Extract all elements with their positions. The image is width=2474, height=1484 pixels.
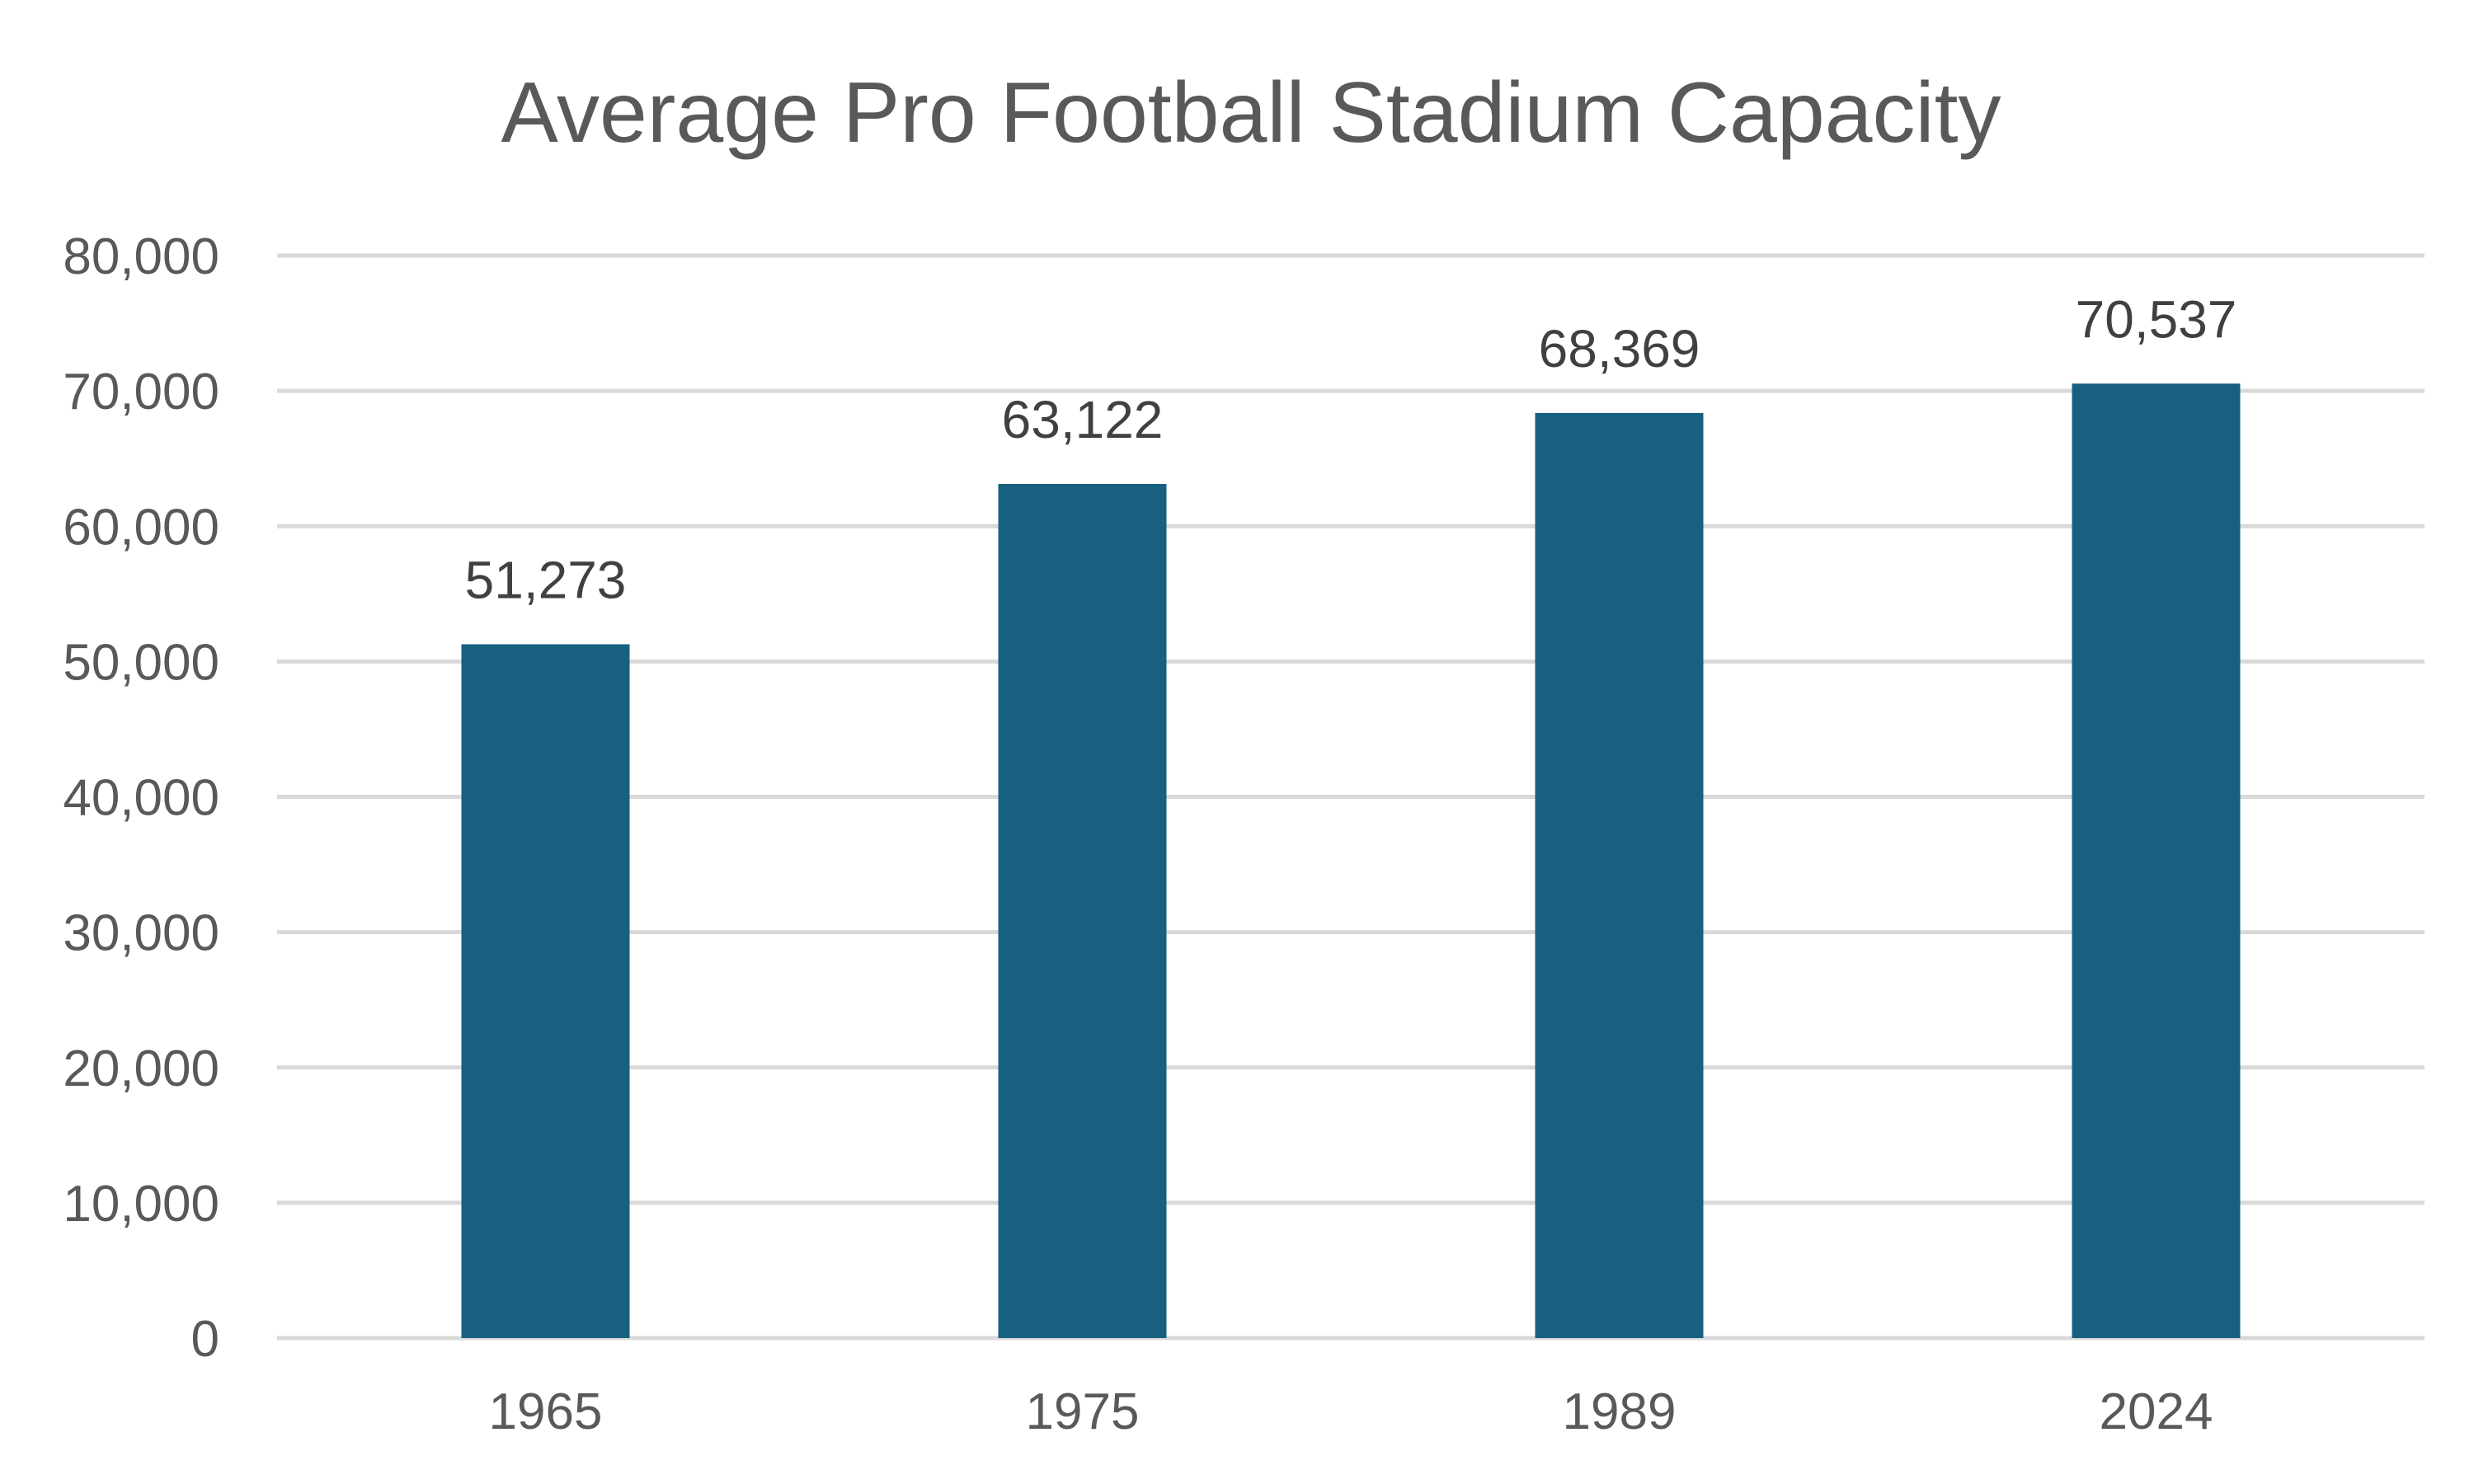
data-labels: 51,273 63,122 68,369 70,537 [465,289,2237,609]
bars [461,383,2241,1338]
y-tick-label: 10,000 [63,1176,219,1233]
y-tick-label: 60,000 [63,499,219,556]
y-tick-label: 0 [191,1311,219,1368]
data-label-2024: 70,537 [2076,289,2237,349]
data-label-1975: 63,122 [1002,390,1164,449]
bar-1965 [461,644,630,1338]
y-tick-label: 70,000 [63,364,219,420]
y-axis-tick-labels: 0 10,000 20,000 30,000 40,000 50,000 60,000 70,… [63,228,219,1368]
gridlines [277,253,2425,1341]
chart-title: Average Pro Football Stadium Capacity [501,65,2001,161]
x-axis-tick-labels: 1965 1975 1989 2024 [489,1383,2213,1440]
y-tick-label: 40,000 [63,770,219,827]
bar-1975 [998,484,1167,1338]
x-tick-label-1975: 1975 [1026,1383,1140,1440]
x-tick-label-1965: 1965 [489,1383,603,1440]
y-tick-label: 30,000 [63,905,219,962]
bar-1989 [1535,412,1704,1338]
data-label-1965: 51,273 [465,550,627,609]
bar-2024 [2072,383,2241,1338]
y-tick-label: 20,000 [63,1040,219,1097]
y-tick-label: 80,000 [63,228,219,285]
x-tick-label-1989: 1989 [1563,1383,1677,1440]
y-tick-label: 50,000 [63,634,219,691]
data-label-1989: 68,369 [1539,319,1700,378]
x-tick-label-2024: 2024 [2100,1383,2213,1440]
